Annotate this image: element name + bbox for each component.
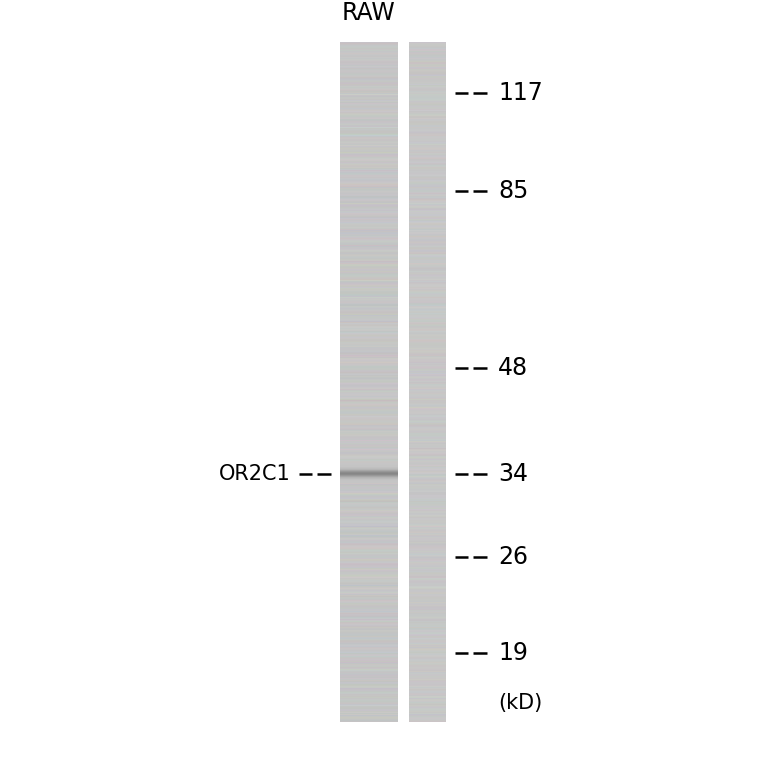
Text: 48: 48 [498,355,528,380]
Text: RAW: RAW [342,2,396,25]
Text: 117: 117 [498,81,543,105]
Text: OR2C1: OR2C1 [219,464,291,484]
Text: 26: 26 [498,545,528,568]
Text: 19: 19 [498,641,528,665]
Text: (kD): (kD) [498,693,542,713]
Text: 34: 34 [498,462,528,486]
Text: 85: 85 [498,180,529,203]
